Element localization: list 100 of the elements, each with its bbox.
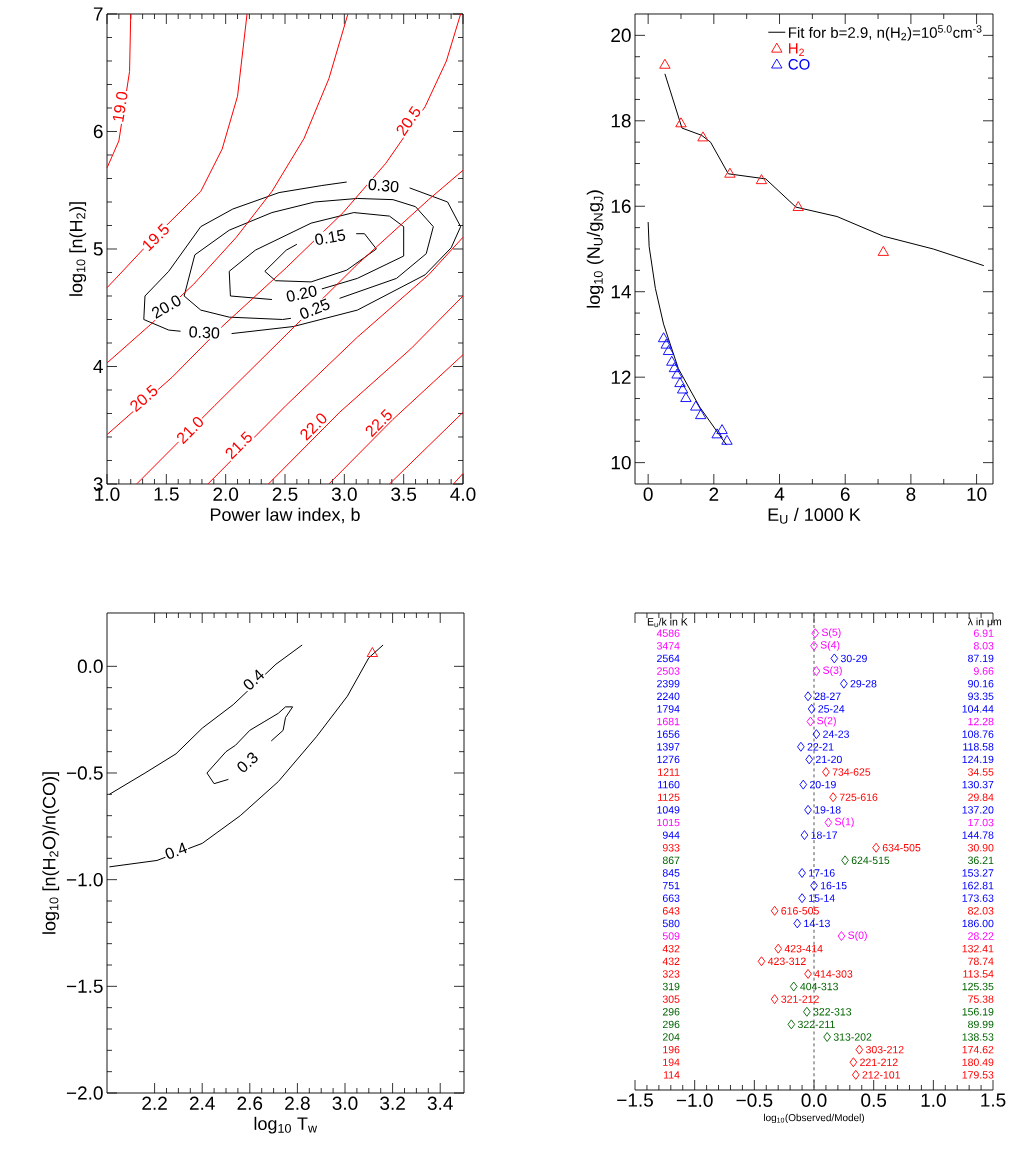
y2-tick-label: 138.53 (962, 1033, 994, 1041)
data-label: 734-625 (832, 768, 871, 776)
y2-tick-label: 153.27 (962, 869, 994, 877)
data-label: 24-23 (823, 730, 849, 738)
y-tick-label: 432 (662, 944, 680, 953)
y2-tick-label: 180.49 (962, 1058, 994, 1066)
y-tick-label: 6 (93, 124, 103, 139)
y2-tick-label: 124.19 (962, 755, 994, 764)
y2-tick-label: 113.54 (963, 970, 994, 978)
y2-tick-label: 130.37 (962, 780, 994, 789)
y-tick-label: 296 (662, 1020, 680, 1029)
y-tick-label: 2503 (657, 667, 680, 675)
annotation: 20.5 (130, 384, 158, 413)
y2-tick-label: 125.35 (962, 982, 994, 991)
y2-tick-label: 144.78 (962, 831, 994, 839)
y-tick-label: 432 (662, 957, 680, 966)
x-tick-label: 0 (643, 487, 653, 501)
data-label: S(0) (848, 931, 867, 941)
x-tick-label: 1.5 (154, 487, 179, 501)
y-tick-label: 16 (611, 199, 631, 213)
x-tick-label: 2 (709, 487, 719, 501)
y2-tick-label: 90.16 (968, 679, 994, 688)
y-tick-label: −0.5 (66, 766, 103, 780)
data-label: 322-313 (813, 1008, 852, 1016)
x-tick-label: 4.0 (450, 487, 476, 501)
y2-tick-label: 173.63 (962, 894, 994, 902)
y2-tick-label: 8.03 (973, 642, 994, 650)
y2-tick-label: 6.91 (973, 629, 994, 637)
y-tick-label: −1.0 (66, 872, 103, 887)
y-tick-label: 867 (662, 856, 680, 865)
data-label: 22-21 (807, 743, 834, 751)
y-tick-label: 933 (662, 844, 680, 852)
y-tick-label: −2.0 (66, 1086, 103, 1100)
data-label: S(1) (835, 817, 854, 828)
y-tick-label: 751 (662, 881, 680, 890)
data-label: 414-303 (814, 970, 853, 978)
data-label: 423-414 (784, 944, 823, 953)
y-tick-label: 4586 (656, 629, 680, 637)
y-tick-label: 580 (662, 919, 680, 928)
x-tick-label: 6 (840, 487, 850, 501)
y2-tick-label: 17.03 (968, 818, 994, 827)
data-label: 16-15 (821, 881, 847, 890)
y-tick-label: 663 (662, 894, 680, 902)
data-label: 321-212 (781, 995, 819, 1003)
y2-tick-label: 36.21 (968, 856, 994, 865)
x-tick-label: 1.5 (981, 1093, 1006, 1107)
x-tick-label: 2.6 (237, 1096, 263, 1110)
data-label: 29-28 (850, 679, 877, 688)
data-label: 20-19 (810, 780, 836, 789)
y-tick-label: 2564 (657, 654, 680, 663)
data-label: S(5) (821, 628, 841, 639)
x-tick-label: 4 (774, 487, 785, 501)
y-tick-label: 305 (662, 995, 680, 1003)
legend-label: H$_{2}$ (789, 43, 804, 56)
y-tick-label: 194 (663, 1058, 680, 1066)
x-tick-label: 3.0 (332, 1096, 358, 1110)
y-tick-label: 845 (662, 869, 680, 877)
y-tick-label: 196 (663, 1045, 680, 1054)
y-tick-label: 1211 (658, 768, 680, 776)
annotation: 0.4 (165, 842, 188, 859)
y-axis-title: log$_{10}$ [n(H$_{2}$)] (69, 202, 87, 296)
y2-tick-label: 30.90 (968, 844, 994, 852)
data-label: 19-18 (815, 806, 841, 814)
x-axis-title: log$_{10}$(Observed/Model) (764, 1113, 865, 1124)
y-tick-label: 296 (662, 1008, 680, 1016)
annotation: 0.30 (368, 178, 399, 193)
y2-tick-label: 9.66 (973, 667, 994, 675)
annotation: 19.0 (112, 91, 128, 122)
annotation: 0.30 (189, 326, 220, 339)
y2-tick-label: 93.35 (968, 692, 994, 701)
y2-tick-label: 82.03 (968, 907, 994, 915)
data-label: 15-14 (809, 894, 835, 902)
y-tick-label: 509 (662, 932, 680, 940)
data-label: 28-27 (814, 692, 841, 701)
x-tick-label: 2.0 (213, 487, 239, 501)
y-tick-label: 1160 (658, 780, 680, 789)
y2-tick-label: 87.19 (968, 654, 994, 663)
annotation: 20.0 (151, 295, 181, 319)
legend-label: Fit for b=2.9, n(H$_{2}$)=10$^{5.0}$cm$^{-3}$ (789, 25, 982, 41)
y-tick-label: 0.0 (77, 659, 103, 674)
y2-tick-label: 118.58 (963, 743, 994, 751)
x-tick-label: 3.0 (331, 487, 357, 501)
annotation: 0.3 (237, 752, 258, 772)
y-tick-label: 12 (611, 370, 631, 384)
y-tick-label: 1276 (657, 755, 680, 764)
y-tick-label: 1656 (657, 730, 680, 738)
y2-tick-label: 89.99 (968, 1020, 994, 1029)
data-label: S(2) (817, 716, 836, 727)
y2-tick-label: 29.84 (968, 793, 994, 801)
y-tick-label: 323 (662, 970, 680, 978)
x-tick-label: 3.5 (391, 487, 417, 501)
y2-tick-label: 75.38 (968, 995, 994, 1003)
x-axis-title: log$_{10}$ T$_{w}$ (254, 1116, 318, 1134)
data-label: S(3) (823, 666, 842, 676)
x-axis-title: E$_{U}$ / 1000 K (768, 507, 861, 524)
y-tick-label: 20 (611, 28, 631, 43)
y2-tick-label: 78.74 (968, 957, 994, 966)
y-tick-label: 1049 (657, 806, 680, 814)
y2-tick-label: 132.41 (962, 944, 994, 953)
y2-tick-label: 179.53 (962, 1071, 994, 1079)
